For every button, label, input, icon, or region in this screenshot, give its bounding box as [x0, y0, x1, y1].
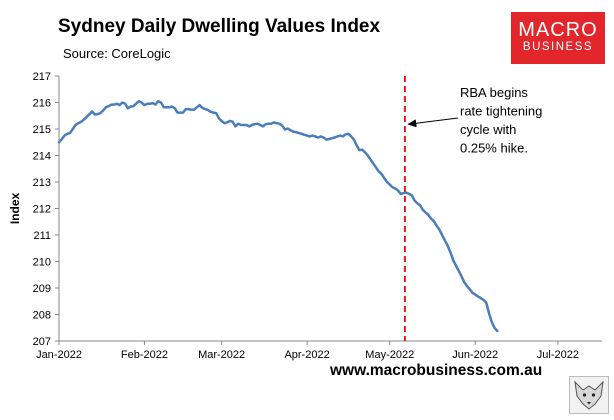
y-tick-label: 208: [33, 310, 51, 322]
y-tick-label: 214: [33, 151, 51, 163]
macrobusiness-logo: MACRO BUSINESS: [511, 12, 605, 64]
y-tick-label: 217: [33, 71, 51, 83]
chart-title: Sydney Daily Dwelling Values Index: [58, 16, 381, 37]
annotation-arrow: [407, 117, 459, 128]
y-tick-label: 209: [33, 283, 51, 295]
x-tick-label: Jan-2022: [36, 349, 82, 361]
fox-icon: [569, 376, 609, 414]
y-tick-label: 207: [33, 336, 51, 348]
y-tick-label: 216: [33, 98, 51, 110]
x-tick-label: Feb-2022: [121, 349, 168, 361]
x-tick-label: Apr-2022: [284, 349, 329, 361]
annotation-text-line: cycle with: [460, 122, 516, 137]
y-tick-label: 213: [33, 177, 51, 189]
chart-source: Source: CoreLogic: [63, 46, 171, 61]
y-axis-label: Index: [8, 193, 22, 225]
series-line: [57, 99, 499, 333]
y-tick-label: 212: [33, 204, 51, 216]
x-tick-label: Jun-2022: [452, 349, 498, 361]
logo-line1: MACRO: [518, 19, 598, 41]
annotation-text-line: RBA begins: [460, 85, 528, 100]
y-tick-label: 211: [33, 230, 51, 242]
y-tick-label: 210: [33, 257, 51, 269]
annotation-text-line: 0.25% hike.: [460, 141, 528, 156]
website-url: www.macrobusiness.com.au: [330, 362, 543, 379]
logo-line2: BUSINESS: [522, 41, 594, 53]
y-tick-label: 215: [33, 124, 51, 136]
annotation-text-line: rate tightening: [460, 104, 542, 119]
x-tick-label: May-2022: [365, 349, 414, 361]
x-tick-label: Jul-2022: [537, 349, 579, 361]
x-tick-label: Mar-2022: [198, 349, 245, 361]
